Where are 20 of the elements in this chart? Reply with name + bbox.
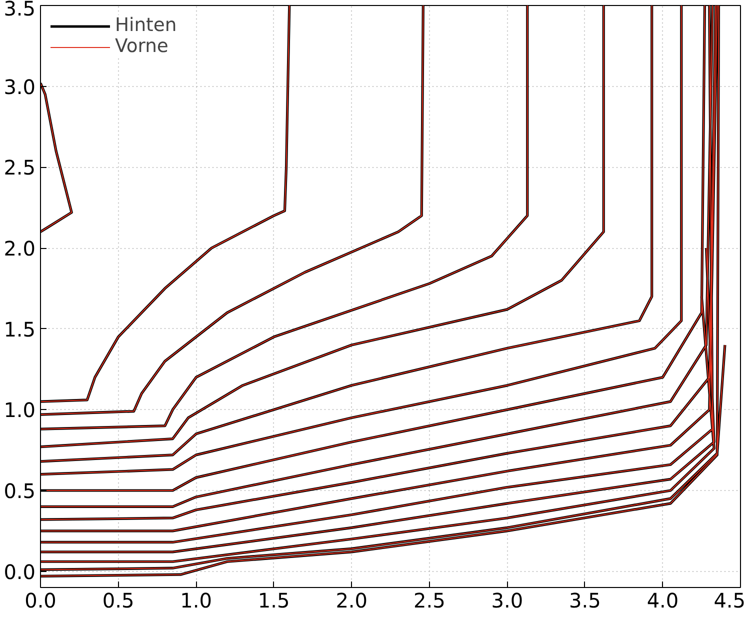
x-tick-label: 1.5 bbox=[258, 588, 290, 612]
y-tick-label: 3.0 bbox=[4, 74, 36, 99]
x-tick-label: 4.5 bbox=[714, 588, 746, 612]
x-tick-label: 3.5 bbox=[569, 588, 601, 612]
y-tick-label: 1.0 bbox=[4, 398, 36, 422]
legend-label: Hinten bbox=[115, 15, 177, 36]
y-tick-label: 2.5 bbox=[4, 156, 36, 180]
x-tick-label: 0.0 bbox=[24, 588, 56, 612]
y-tick-label: 0.0 bbox=[4, 560, 36, 584]
y-tick-label: 3.5 bbox=[4, 0, 36, 20]
x-tick-label: 2.0 bbox=[336, 588, 368, 612]
y-tick-label: 1.5 bbox=[4, 317, 36, 342]
x-tick-label: 1.0 bbox=[180, 588, 212, 612]
y-tick-label: 0.5 bbox=[4, 479, 36, 503]
x-tick-label: 2.5 bbox=[413, 588, 446, 612]
legend-label: Vorne bbox=[115, 36, 168, 57]
x-tick-label: 4.0 bbox=[646, 588, 679, 612]
y-tick-label: 2.0 bbox=[4, 236, 36, 260]
x-tick-label: 3.0 bbox=[491, 588, 524, 612]
x-tick-label: 0.5 bbox=[102, 588, 134, 612]
